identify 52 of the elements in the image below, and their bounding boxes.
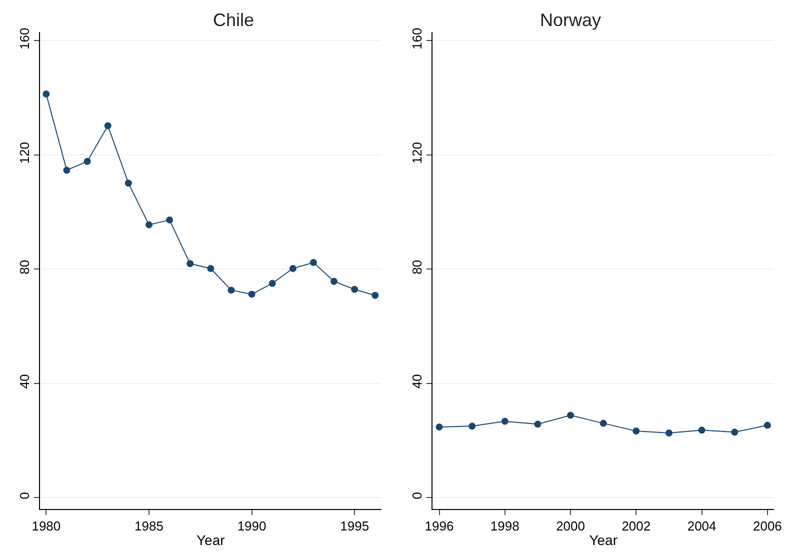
x-tick-label: 2004 [687,518,716,534]
point [145,221,152,228]
point [166,216,174,224]
point [124,180,132,187]
y-tick-label: 120 [409,142,424,164]
y-tick-label: 80 [16,260,32,274]
y-tick-label: 120 [16,142,32,164]
x-axis-title: Year [589,532,618,548]
point [207,265,214,272]
point [436,424,443,431]
x-tick-label: 2006 [752,518,782,534]
point [764,422,771,429]
point [104,122,112,130]
x-tick-label: 1980 [32,518,61,534]
x-tick-label: 1990 [237,518,266,534]
point [268,280,276,287]
x-tick-label: 2002 [622,518,651,534]
point [42,90,50,98]
chart-title: Norway [540,10,602,30]
point [468,422,476,430]
x-tick-label: 1996 [424,518,454,534]
y-tick-label: 40 [16,374,32,389]
point [698,426,706,434]
y-tick-label: 80 [409,260,424,274]
point [310,259,317,266]
point [289,265,296,272]
point [248,290,256,298]
x-axis-title: Year [196,532,226,548]
y-tick-label: 160 [16,28,32,50]
point [372,292,379,299]
x-tick-label: 1998 [490,518,520,534]
point [665,430,672,437]
point [501,418,508,425]
point [351,286,358,293]
y-tick-label: 160 [409,28,424,50]
y-tick-label: 0 [409,492,424,500]
chart-title: Chile [213,10,254,30]
y-tick-label: 40 [409,374,424,389]
point [228,286,235,294]
point [534,420,542,428]
point [84,158,91,165]
point [567,412,574,419]
point [600,420,607,427]
x-tick-label: 1985 [134,518,164,534]
y-tick-label: 0 [16,492,32,500]
x-tick-label: 1995 [340,518,370,534]
point [731,428,738,436]
point [63,166,70,174]
point [186,260,194,268]
point [632,428,640,435]
x-tick-label: 2000 [556,518,585,534]
point [330,278,338,285]
